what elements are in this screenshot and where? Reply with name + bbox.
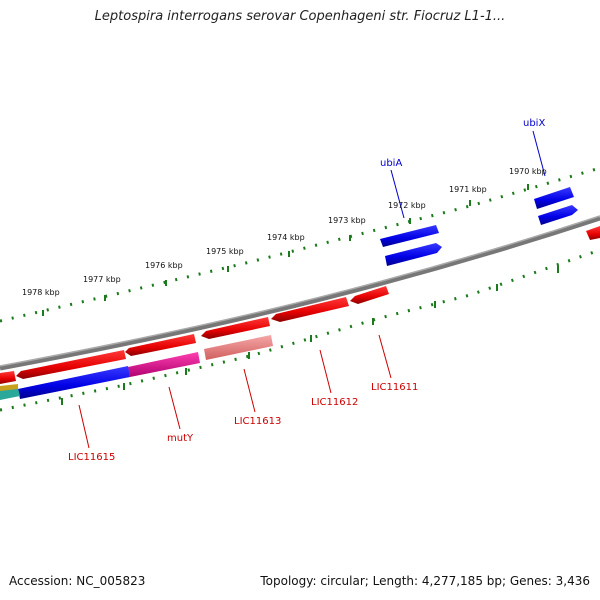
gene-label-ubiA: ubiA xyxy=(380,158,402,169)
gene-ubiX-upper[interactable] xyxy=(534,187,574,209)
gene-edge-left[interactable] xyxy=(0,371,16,384)
scale-label: 1971 kbp xyxy=(449,185,487,194)
gene-edge-right[interactable] xyxy=(586,226,600,240)
gene-label-LIC11611: LIC11611 xyxy=(371,382,418,393)
scale-label: 1978 kbp xyxy=(22,288,60,297)
gene-mutY[interactable] xyxy=(125,334,196,356)
gene-label-ubiX: ubiX xyxy=(523,118,545,129)
gene-label-LIC11613: LIC11613 xyxy=(234,416,281,427)
gene-mutY-b[interactable] xyxy=(128,352,200,377)
gene-LIC11613-b[interactable] xyxy=(204,335,273,360)
gene-LIC11611[interactable] xyxy=(350,286,389,304)
outer-major-ticks xyxy=(42,184,529,316)
gene-LIC11615-a[interactable] xyxy=(16,350,126,379)
scale-label: 1975 kbp xyxy=(206,247,244,256)
scale-label: 1972 kbp xyxy=(388,201,426,210)
gene-edge-left-teal[interactable] xyxy=(0,384,20,400)
genome-backbone xyxy=(0,215,600,371)
gene-label-LIC11612: LIC11612 xyxy=(311,397,358,408)
leader-lines xyxy=(78,130,546,449)
gene-label-mutY: mutY xyxy=(167,433,194,444)
gene-label-LIC11615: LIC11615 xyxy=(68,452,115,463)
scale-label: 1970 kbp xyxy=(509,167,547,176)
genome-title: Leptospira interrogans serovar Copenhage… xyxy=(94,9,506,24)
gene-ubiX-lower[interactable] xyxy=(538,205,578,225)
scale-label: 1977 kbp xyxy=(83,275,121,284)
accession-text: Accession: NC_005823 xyxy=(9,574,146,588)
gene-LIC11612[interactable] xyxy=(271,297,349,322)
scale-label: 1974 kbp xyxy=(267,233,305,242)
gene-LIC11615-b[interactable] xyxy=(18,366,130,399)
genome-summary-text: Topology: circular; Length: 4,277,185 bp… xyxy=(260,574,590,588)
scale-label: 1976 kbp xyxy=(145,261,183,270)
gene-ubiA-upper[interactable] xyxy=(380,225,439,247)
inner-major-ticks xyxy=(61,266,559,405)
scale-label: 1973 kbp xyxy=(328,216,366,225)
scale-labels: 1978 kbp 1977 kbp 1976 kbp 1975 kbp 1974… xyxy=(22,167,547,297)
gene-LIC11613-a[interactable] xyxy=(201,317,270,339)
inner-tick-track xyxy=(0,248,600,412)
gene-ubiA-lower[interactable] xyxy=(385,243,442,266)
gene-labels[interactable]: ubiA ubiX LIC11615 mutY LIC11613 LIC1161… xyxy=(68,118,545,463)
